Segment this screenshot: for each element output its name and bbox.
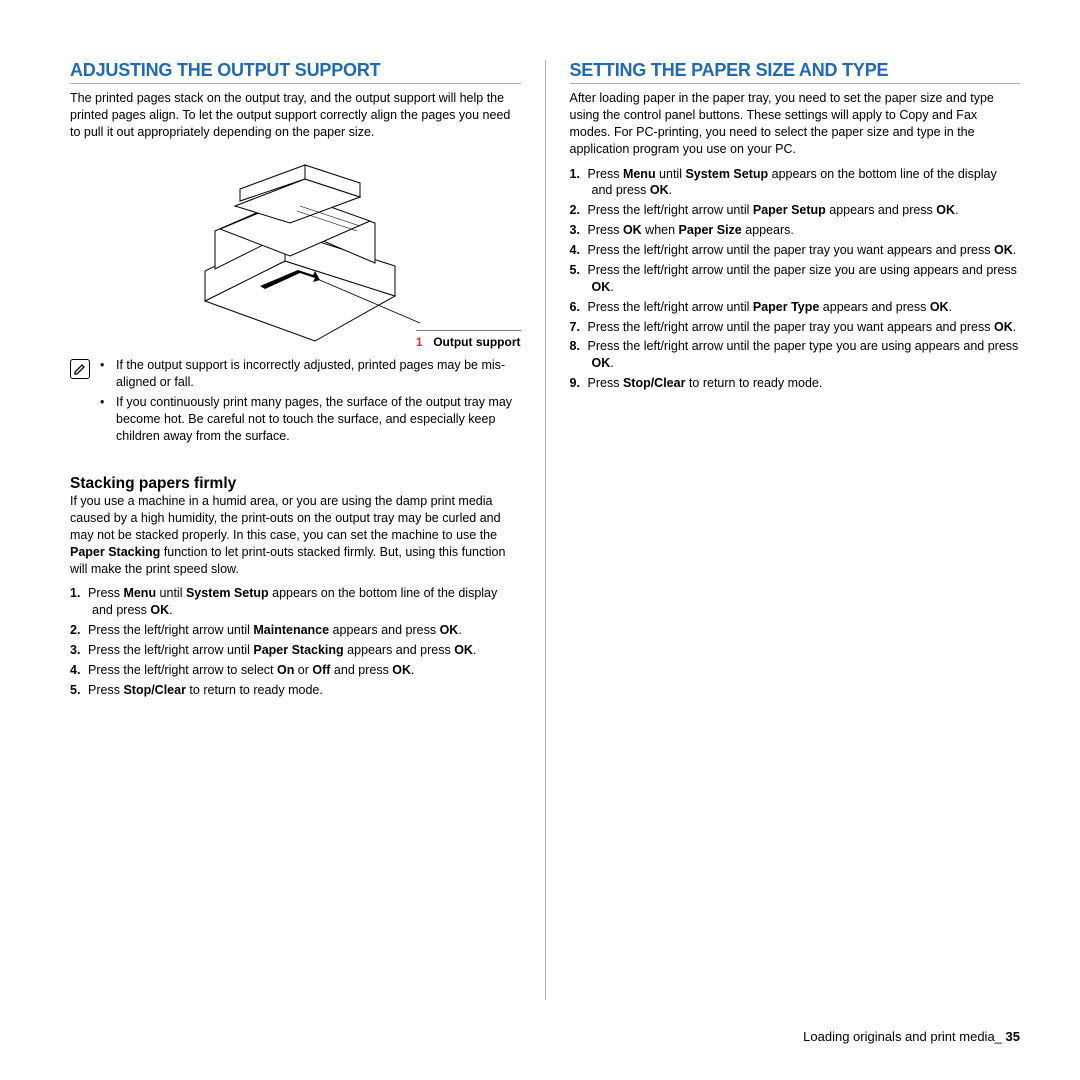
step-item: 6.Press the left/right arrow until Paper… xyxy=(570,299,1021,316)
note-block: If the output support is incorrectly adj… xyxy=(70,357,521,449)
callout-label: Output support xyxy=(433,335,520,349)
left-column: ADJUSTING THE OUTPUT SUPPORT The printed… xyxy=(70,60,545,1000)
step-item: 2.Press the left/right arrow until Maint… xyxy=(70,622,521,639)
callout-number: 1 xyxy=(416,335,430,349)
left-sub-intro: If you use a machine in a humid area, or… xyxy=(70,493,521,577)
step-item: 8.Press the left/right arrow until the p… xyxy=(570,338,1021,372)
step-item: 7.Press the left/right arrow until the p… xyxy=(570,319,1021,336)
step-item: 3.Press OK when Paper Size appears. xyxy=(570,222,1021,239)
step-item: 4.Press the left/right arrow to select O… xyxy=(70,662,521,679)
printer-svg xyxy=(165,151,425,351)
step-item: 9.Press Stop/Clear to return to ready mo… xyxy=(570,375,1021,392)
step-item: 1.Press Menu until System Setup appears … xyxy=(570,166,1021,200)
left-subhead: Stacking papers firmly xyxy=(70,475,521,493)
left-heading: ADJUSTING THE OUTPUT SUPPORT xyxy=(70,60,521,84)
step-item: 5.Press the left/right arrow until the p… xyxy=(570,262,1021,296)
note-item: If the output support is incorrectly adj… xyxy=(100,357,521,391)
note-item: If you continuously print many pages, th… xyxy=(100,394,521,445)
note-icon xyxy=(70,359,90,379)
left-intro: The printed pages stack on the output tr… xyxy=(70,90,521,141)
step-item: 3.Press the left/right arrow until Paper… xyxy=(70,642,521,659)
page-number: 35 xyxy=(1006,1029,1020,1044)
footer-text: Loading originals and print media_ xyxy=(803,1029,1002,1044)
manual-page: ADJUSTING THE OUTPUT SUPPORT The printed… xyxy=(0,0,1080,1080)
two-column-layout: ADJUSTING THE OUTPUT SUPPORT The printed… xyxy=(70,60,1020,1000)
right-column: SETTING THE PAPER SIZE AND TYPE After lo… xyxy=(545,60,1021,1000)
figure-callout: 1 Output support xyxy=(416,330,521,349)
right-intro: After loading paper in the paper tray, y… xyxy=(570,90,1021,158)
printer-illustration xyxy=(70,151,521,356)
step-item: 2.Press the left/right arrow until Paper… xyxy=(570,202,1021,219)
right-heading: SETTING THE PAPER SIZE AND TYPE xyxy=(570,60,1021,84)
step-item: 5.Press Stop/Clear to return to ready mo… xyxy=(70,682,521,699)
note-bullets: If the output support is incorrectly adj… xyxy=(100,357,521,449)
step-item: 4.Press the left/right arrow until the p… xyxy=(570,242,1021,259)
left-steps: 1.Press Menu until System Setup appears … xyxy=(70,585,521,698)
right-steps: 1.Press Menu until System Setup appears … xyxy=(570,166,1021,393)
step-item: 1.Press Menu until System Setup appears … xyxy=(70,585,521,619)
page-footer: Loading originals and print media_ 35 xyxy=(803,1029,1020,1044)
